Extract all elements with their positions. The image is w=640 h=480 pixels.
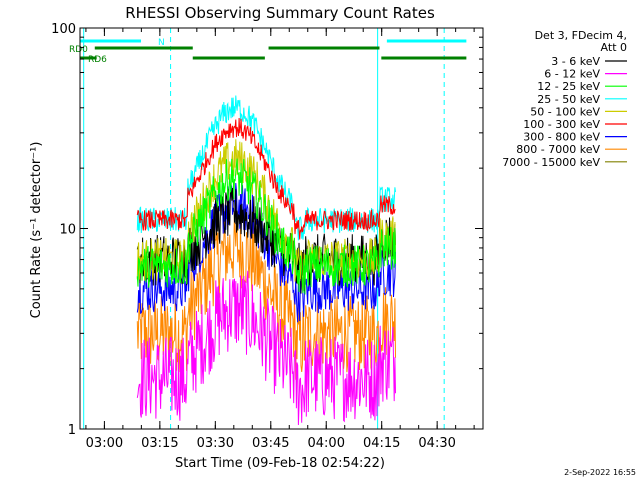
series-group	[136, 95, 396, 426]
chart-title: RHESSI Observing Summary Count Rates	[125, 4, 435, 22]
legend-entry-label: 12 - 25 keV	[537, 80, 600, 93]
x-tick-label: 03:45	[252, 436, 289, 451]
legend-header: Det 3, FDecim 4,	[535, 29, 627, 42]
y-axis: 1 10 100	[51, 22, 483, 438]
footer-date: 2-Sep-2022 16:55	[564, 468, 636, 477]
x-tick-label: 03:15	[141, 436, 178, 451]
legend-entry-label: 300 - 800 keV	[523, 131, 600, 144]
series-line	[136, 270, 396, 426]
x-tick-label: 04:15	[363, 436, 400, 451]
legend-header: Att 0	[601, 41, 627, 54]
x-tick-label: 04:00	[308, 436, 345, 451]
series-line	[136, 117, 396, 240]
flag-label: RD0	[69, 45, 88, 55]
legend-entry-label: 800 - 7000 keV	[516, 143, 600, 156]
x-tick-label: 03:30	[197, 436, 234, 451]
legend-entry-label: 25 - 50 keV	[537, 93, 600, 106]
y-tick-label: 1	[68, 423, 76, 438]
x-tick-label: 04:30	[418, 436, 455, 451]
y-axis-label: Count Rate (s⁻¹ detector⁻¹)	[29, 142, 44, 319]
x-tick-label: 03:00	[86, 436, 123, 451]
legend-entry-label: 7000 - 15000 keV	[502, 156, 600, 169]
legend-entry-label: 3 - 6 keV	[551, 55, 600, 68]
x-axis-label: Start Time (09-Feb-18 02:54:22)	[175, 456, 385, 471]
series-line	[136, 158, 396, 295]
legend-entry-label: 6 - 12 keV	[544, 68, 600, 81]
legend-entry-label: 100 - 300 keV	[523, 118, 600, 131]
series-line	[136, 95, 396, 241]
legend-entry-label: 50 - 100 keV	[530, 105, 600, 118]
y-tick-label: 100	[51, 22, 76, 37]
x-axis: 03:00 03:15 03:30 03:45 04:00 04:15 04:30	[85, 28, 475, 451]
flag-label: N	[158, 38, 165, 48]
flag-label: RD6	[88, 55, 107, 65]
y-tick-label: 10	[59, 223, 76, 238]
